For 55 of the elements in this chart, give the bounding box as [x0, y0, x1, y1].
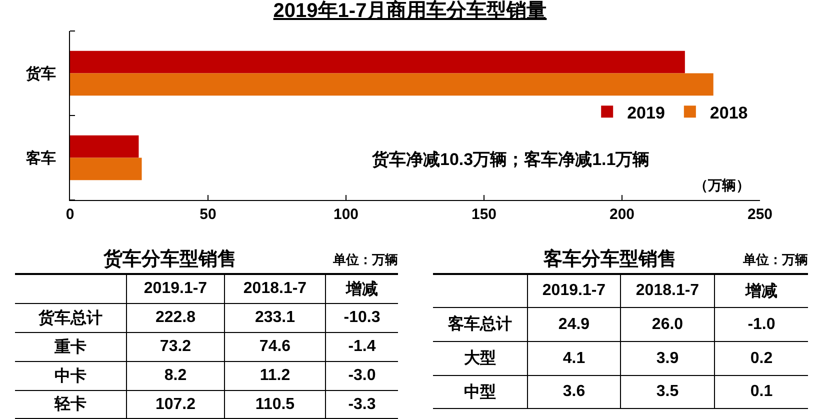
text: 单位：万辆	[333, 251, 398, 269]
y-tick-label: 客车	[25, 149, 56, 167]
category-label: 增减	[714, 273, 808, 307]
legend-label: 2019	[627, 103, 665, 122]
category-label: 2019.1-7	[527, 273, 620, 307]
legend-label: 2018	[710, 103, 748, 122]
category-label: 2018.1-7	[620, 273, 714, 307]
category-label: 重卡	[54, 338, 86, 356]
text: 0.1	[750, 383, 773, 400]
text: 74.6	[259, 338, 291, 355]
text: -3.3	[348, 396, 376, 412]
text: 4.1	[562, 350, 586, 366]
bar	[70, 73, 714, 96]
bar	[70, 158, 142, 180]
text: 233.1	[254, 309, 296, 326]
bar	[70, 50, 685, 74]
y-tick-label: 货车	[25, 64, 56, 82]
text: -10.3	[344, 309, 380, 326]
text: -1.0	[748, 316, 776, 332]
text: 3.9	[656, 350, 679, 366]
x-tick-label: 150	[471, 206, 497, 223]
category-label: 2018.1-7	[224, 273, 325, 303]
text: 107.2	[155, 396, 196, 412]
text: 26.0	[652, 316, 684, 332]
category-label: 货车总计	[38, 310, 102, 326]
text: 222.8	[155, 309, 196, 326]
category-label: 客车总计	[448, 316, 512, 333]
text: 73.2	[160, 338, 192, 355]
text: -3.0	[348, 367, 376, 384]
text: 单位：万辆	[743, 251, 808, 269]
x-tick-label: 100	[333, 206, 359, 223]
text: 货车分车型销售	[104, 248, 236, 272]
text: 3.5	[656, 383, 679, 400]
category-label: 中型	[464, 384, 496, 400]
category-label: 2019.1-7	[126, 273, 224, 303]
chart-title: 2019年1-7月商用车分车型销量	[273, 0, 547, 22]
annotation: 货车净减10.3万辆；客车净减1.1万辆	[371, 150, 650, 169]
category-label: 增减	[325, 273, 398, 303]
category-label: 中卡	[54, 368, 86, 384]
text: 0.2	[750, 350, 773, 366]
text: 24.9	[558, 316, 590, 332]
x-tick-label: 0	[66, 206, 74, 223]
text: 8.2	[164, 367, 187, 384]
category-label: 大型	[464, 350, 496, 367]
x-tick-label: 200	[609, 206, 635, 223]
text: 11.2	[260, 367, 290, 384]
category-label: 轻卡	[54, 396, 86, 413]
x-tick-label: 50	[200, 206, 216, 223]
text: -1.4	[348, 338, 376, 355]
x-axis-title: （万辆）	[694, 177, 750, 193]
text: 3.6	[562, 383, 586, 400]
text: 110.5	[255, 396, 295, 412]
bar	[70, 135, 139, 158]
x-tick-label: 250	[747, 206, 773, 223]
text: 客车分车型销售	[544, 248, 676, 272]
